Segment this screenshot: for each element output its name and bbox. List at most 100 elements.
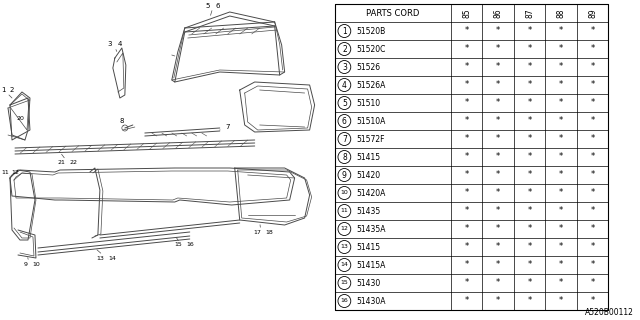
Text: *: * — [559, 225, 563, 234]
Text: 16: 16 — [340, 299, 348, 303]
Text: 51430A: 51430A — [356, 297, 386, 306]
Text: *: * — [591, 81, 595, 90]
Text: 4: 4 — [342, 81, 347, 90]
Text: *: * — [527, 44, 532, 53]
Text: 7: 7 — [225, 124, 230, 130]
Text: *: * — [496, 188, 500, 197]
Text: *: * — [496, 81, 500, 90]
Text: 5: 5 — [342, 99, 347, 108]
Text: *: * — [559, 99, 563, 108]
Text: *: * — [591, 171, 595, 180]
Text: *: * — [496, 116, 500, 125]
Text: 86: 86 — [493, 8, 502, 18]
Text: 51520C: 51520C — [356, 44, 385, 53]
Text: 6: 6 — [342, 116, 347, 125]
Text: *: * — [496, 278, 500, 287]
Text: *: * — [496, 297, 500, 306]
Text: *: * — [591, 278, 595, 287]
Text: 13: 13 — [340, 244, 348, 250]
Text: A520B00112: A520B00112 — [585, 308, 634, 317]
Text: 87: 87 — [525, 8, 534, 18]
Text: *: * — [496, 225, 500, 234]
Text: 12: 12 — [11, 170, 19, 174]
Text: *: * — [527, 225, 532, 234]
Text: *: * — [591, 44, 595, 53]
Text: *: * — [591, 116, 595, 125]
Text: *: * — [591, 260, 595, 269]
Text: 8: 8 — [120, 118, 124, 124]
Text: 51510: 51510 — [356, 99, 380, 108]
Text: 14: 14 — [340, 262, 348, 268]
Text: *: * — [559, 278, 563, 287]
Text: 13: 13 — [96, 255, 104, 260]
Text: *: * — [527, 243, 532, 252]
Text: *: * — [559, 116, 563, 125]
Text: 15: 15 — [340, 281, 348, 285]
Text: *: * — [591, 297, 595, 306]
Text: *: * — [527, 99, 532, 108]
Text: 16: 16 — [186, 243, 194, 247]
Text: *: * — [465, 260, 468, 269]
Text: *: * — [465, 62, 468, 71]
Text: *: * — [559, 171, 563, 180]
Text: 8: 8 — [342, 153, 347, 162]
Text: *: * — [496, 27, 500, 36]
Text: *: * — [559, 134, 563, 143]
Text: 3: 3 — [342, 62, 347, 71]
Text: 51526: 51526 — [356, 62, 380, 71]
Text: *: * — [496, 62, 500, 71]
Text: *: * — [559, 206, 563, 215]
Text: 3: 3 — [108, 41, 112, 47]
Text: *: * — [559, 297, 563, 306]
Text: *: * — [465, 225, 468, 234]
Text: *: * — [559, 260, 563, 269]
Text: PARTS CORD: PARTS CORD — [366, 9, 419, 18]
Text: *: * — [559, 62, 563, 71]
Text: 5: 5 — [205, 3, 210, 9]
Text: *: * — [496, 171, 500, 180]
Text: *: * — [527, 188, 532, 197]
Text: 89: 89 — [588, 8, 597, 18]
Text: *: * — [559, 243, 563, 252]
Text: *: * — [527, 278, 532, 287]
Text: *: * — [465, 297, 468, 306]
Text: *: * — [496, 44, 500, 53]
Text: 51415: 51415 — [356, 153, 380, 162]
Text: *: * — [465, 206, 468, 215]
Text: *: * — [527, 206, 532, 215]
Text: *: * — [591, 27, 595, 36]
Text: *: * — [496, 134, 500, 143]
Text: 9: 9 — [24, 262, 28, 268]
Text: 21: 21 — [58, 159, 66, 164]
Text: *: * — [465, 81, 468, 90]
Text: 1: 1 — [1, 87, 5, 93]
Text: *: * — [527, 171, 532, 180]
Text: 51435A: 51435A — [356, 225, 386, 234]
Text: *: * — [465, 278, 468, 287]
Text: 2: 2 — [342, 44, 347, 53]
Text: *: * — [496, 153, 500, 162]
Text: *: * — [465, 44, 468, 53]
Text: *: * — [559, 81, 563, 90]
Text: 15: 15 — [174, 243, 182, 247]
Text: *: * — [591, 225, 595, 234]
Text: *: * — [527, 260, 532, 269]
Text: *: * — [496, 99, 500, 108]
Text: *: * — [591, 99, 595, 108]
Text: 51420A: 51420A — [356, 188, 385, 197]
Text: *: * — [527, 81, 532, 90]
Text: *: * — [591, 206, 595, 215]
Text: 9: 9 — [342, 171, 347, 180]
Text: *: * — [591, 243, 595, 252]
Text: 18: 18 — [266, 229, 273, 235]
Text: *: * — [465, 27, 468, 36]
Text: 11: 11 — [340, 209, 348, 213]
Text: 51435: 51435 — [356, 206, 380, 215]
Text: *: * — [465, 243, 468, 252]
Text: 51510A: 51510A — [356, 116, 385, 125]
Text: 6: 6 — [216, 3, 220, 9]
Text: 10: 10 — [340, 190, 348, 196]
Text: *: * — [559, 27, 563, 36]
Text: *: * — [591, 188, 595, 197]
Text: 51415A: 51415A — [356, 260, 385, 269]
